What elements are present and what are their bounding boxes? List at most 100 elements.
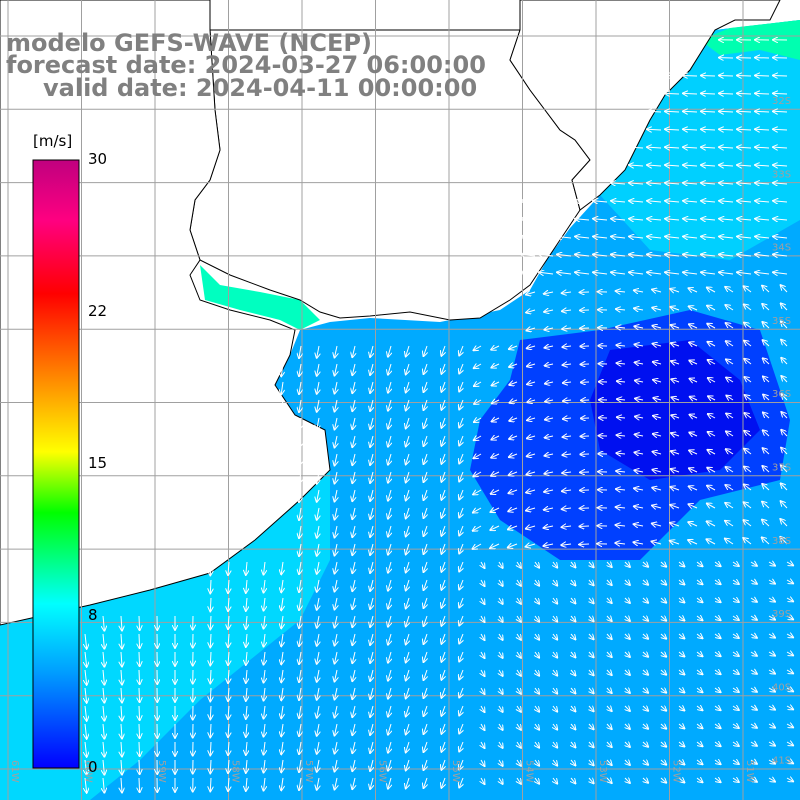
wind-arrow <box>317 615 319 628</box>
wind-arrow <box>281 741 283 754</box>
wind-arrow <box>625 670 630 675</box>
map-title-model: modelo GEFS-WAVE (NCEP) <box>6 29 372 57</box>
wind-arrow <box>665 129 680 130</box>
lat-label-35s: 35S <box>772 316 791 327</box>
wind-arrow <box>696 652 703 656</box>
wind-arrow <box>370 417 373 429</box>
wind-arrow <box>370 363 373 375</box>
wind-arrow <box>755 201 770 202</box>
wind-arrow <box>652 326 662 328</box>
wind-arrow <box>773 254 788 256</box>
wind-arrow <box>264 669 266 683</box>
wind-arrow <box>750 706 757 710</box>
wind-arrow <box>352 489 355 501</box>
wind-arrow <box>424 633 428 644</box>
colorbar-tick-15: 15 <box>88 454 108 472</box>
wind-arrow <box>474 364 482 368</box>
wind-arrow <box>246 633 247 647</box>
wind-arrow <box>281 615 283 628</box>
wind-arrow <box>492 400 500 403</box>
wind-arrow <box>762 322 770 329</box>
wind-arrow <box>773 147 788 148</box>
wind-arrow <box>629 272 644 274</box>
lon-label-53w: 53W <box>597 760 608 783</box>
wind-arrow <box>527 454 536 456</box>
wind-arrow <box>499 615 503 622</box>
wind-arrow <box>563 382 572 383</box>
wind-arrow <box>708 414 716 418</box>
wind-arrow <box>424 597 428 608</box>
wind-arrow <box>750 562 757 566</box>
wind-arrow <box>611 219 626 220</box>
wind-arrow <box>441 543 445 554</box>
colorbar-tick-0: 0 <box>88 758 98 776</box>
wind-arrow <box>424 525 428 536</box>
wind-arrow <box>679 706 684 711</box>
wind-arrow <box>696 742 703 746</box>
wind-arrow <box>103 615 104 631</box>
wind-arrow <box>352 417 355 429</box>
wind-arrow <box>281 597 283 610</box>
wind-arrow <box>499 597 503 604</box>
wind-arrow <box>781 483 788 491</box>
wind-arrow <box>689 306 698 310</box>
wind-arrow <box>665 111 680 112</box>
wind-arrow <box>441 759 445 770</box>
wind-arrow <box>299 705 301 718</box>
wind-arrow <box>629 183 644 184</box>
wind-arrow <box>481 741 485 748</box>
wind-arrow <box>317 669 319 682</box>
wind-arrow <box>616 291 626 292</box>
wind-arrow <box>593 272 608 274</box>
wind-arrow <box>352 525 355 537</box>
wind-arrow <box>388 633 391 645</box>
wind-arrow <box>762 520 770 527</box>
wind-arrow <box>611 165 626 166</box>
wind-arrow <box>139 723 140 738</box>
wind-arrow <box>689 486 698 490</box>
wind-arrow <box>665 183 680 184</box>
wind-arrow <box>625 652 630 657</box>
wind-arrow <box>335 561 338 574</box>
wind-arrow <box>406 507 409 518</box>
lat-label-37s: 37S <box>772 463 791 474</box>
wind-arrow <box>388 453 391 465</box>
wind-arrow <box>617 435 626 436</box>
wind-arrow <box>652 308 662 310</box>
wind-arrow <box>607 616 612 621</box>
wind-arrow <box>707 504 716 509</box>
wind-arrow <box>719 76 734 77</box>
wind-arrow <box>281 705 283 718</box>
wind-arrow <box>647 129 662 130</box>
wind-arrow <box>762 484 770 491</box>
wind-arrow <box>690 397 698 400</box>
wind-arrow <box>335 579 338 592</box>
wind-arrow <box>459 381 463 392</box>
wind-arrow <box>679 742 684 747</box>
wind-arrow <box>246 579 247 593</box>
wind-arrow <box>388 777 391 789</box>
colorbar-gradient <box>32 159 80 769</box>
wind-arrow <box>139 633 140 648</box>
wind-arrow <box>352 633 355 645</box>
wind-arrow <box>725 305 734 311</box>
wind-arrow <box>652 488 662 490</box>
wind-arrow <box>625 742 630 747</box>
wind-arrow <box>264 723 266 737</box>
longitude-labels: 61W 60W 59W 58W 57W 56W 55W 54W 53W 52W 51W <box>9 760 755 783</box>
wind-arrow <box>370 579 373 591</box>
wind-arrow <box>562 292 572 293</box>
wind-arrow <box>317 651 319 664</box>
wind-arrow <box>732 688 739 692</box>
wind-arrow <box>732 562 739 566</box>
wind-arrow <box>762 502 770 509</box>
wind-arrow <box>370 435 373 447</box>
wind-arrow <box>121 705 122 721</box>
wind-arrow <box>732 670 739 674</box>
wind-arrow <box>459 633 463 644</box>
wind-arrow <box>352 759 355 771</box>
wind-arrow <box>607 562 612 567</box>
lon-label-55w: 55W <box>450 760 461 783</box>
wind-arrow <box>281 759 283 772</box>
wind-arrow <box>768 652 775 656</box>
